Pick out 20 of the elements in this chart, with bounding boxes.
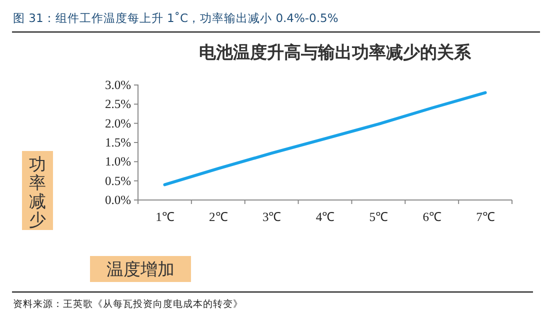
y-tick-label: 2.5%	[104, 97, 131, 112]
y-tick-label: 0.5%	[104, 174, 131, 188]
x-tick-label: 1℃	[156, 210, 175, 224]
line-series	[163, 91, 487, 186]
chart-title: 电池温度升高与输出功率减少的关系	[199, 43, 472, 63]
x-tick-label: 3℃	[262, 210, 282, 224]
x-tick-label: 2℃	[209, 210, 228, 224]
y-tick-label: 3.0%	[104, 78, 131, 92]
text: 资料来源：王英歌《从每瓦投资向度电成本的转变》	[13, 298, 243, 310]
y-tick-label: 1.0%	[104, 154, 131, 169]
x-tick-label: 7℃	[476, 210, 496, 224]
y-tick-label: 0.0%	[104, 193, 131, 207]
x-tick-label: 5℃	[369, 210, 389, 224]
x-tick-label: 4℃	[316, 210, 336, 224]
chart-subtitle: 图 31：组件工作温度每上升 1˚C，功率输出减小 0.4%-0.5%	[13, 11, 338, 25]
y-tick-label: 1.5%	[104, 136, 131, 150]
x-axis-title: 温度增加	[106, 260, 174, 280]
x-tick-label: 6℃	[422, 210, 442, 224]
y-axis-title: 功率减少	[29, 155, 46, 230]
y-tick-label: 2.0%	[104, 116, 131, 130]
